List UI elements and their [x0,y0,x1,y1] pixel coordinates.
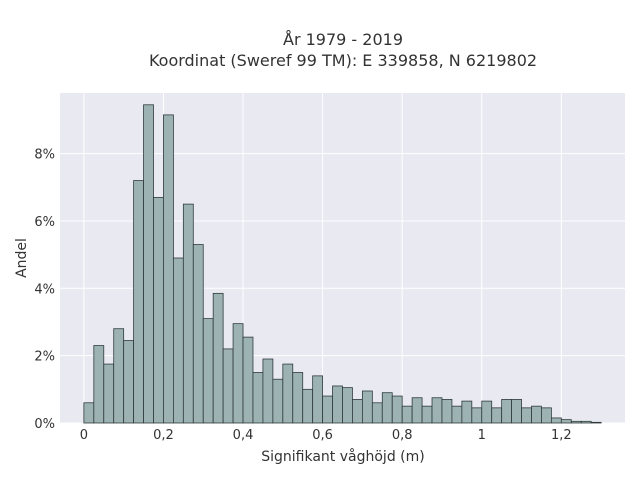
histogram-bar [481,400,493,424]
histogram-bar [202,318,214,424]
histogram-bars [83,104,602,424]
histogram-bar [441,399,453,424]
chart-title: År 1979 - 2019 [283,30,403,49]
histogram-bar [93,345,105,424]
histogram-bar [103,363,115,424]
histogram-bar [83,402,95,424]
x-tick-label: 1,2 [551,428,572,443]
histogram-bar [143,104,154,424]
histogram-bar [371,402,383,424]
histogram-bar [471,407,483,424]
histogram-bar [212,292,224,424]
histogram-bar [361,390,373,424]
histogram-bar [521,407,532,424]
histogram-bar [560,419,572,424]
y-tick-label: 4% [34,282,55,297]
histogram-bar [182,203,194,424]
histogram-bar [123,340,135,424]
y-axis-ticks: 0% 2% 4% 6% 8% [34,148,55,432]
histogram-bar [391,395,403,424]
histogram-bar [531,405,542,424]
histogram-bar [242,336,254,424]
y-tick-label: 2% [34,350,55,365]
y-axis-label: Andel [14,238,30,278]
histogram-bar [163,114,174,424]
histogram-bar [252,372,264,424]
y-tick-label: 6% [34,215,55,230]
histogram-bar [401,405,413,424]
histogram-bar [352,399,363,424]
histogram-bar [342,387,353,424]
y-tick-label: 0% [34,417,55,432]
histogram-bar [133,180,144,424]
histogram-bar [192,244,204,424]
histogram-bar [222,348,234,424]
histogram-bar [113,328,125,424]
histogram-bar [501,399,513,424]
x-tick-label: 0,8 [392,428,413,443]
histogram-bar [153,196,164,424]
histogram-bar [461,400,473,424]
histogram-bar [491,407,503,424]
histogram-bar [381,392,393,424]
histogram-bar [302,388,314,424]
histogram-bar [541,407,552,424]
histogram-bar [590,421,602,424]
histogram-bar [550,417,562,424]
histogram-bar [411,397,423,424]
x-axis-label: Signifikant våghöjd (m) [261,448,424,465]
histogram-bar [172,257,184,424]
histogram-bar [511,399,522,424]
x-tick-label: 0,2 [153,428,174,443]
histogram-bar [282,363,294,424]
histogram-bar [580,420,592,424]
histogram-bar [570,420,582,424]
x-axis-ticks: 0 0,2 0,4 0,6 0,8 1 1,2 [80,428,572,443]
x-tick-label: 0,4 [233,428,254,443]
histogram-bar [431,397,443,424]
histogram-bar [421,405,433,424]
chart-subtitle: Koordinat (Sweref 99 TM): E 339858, N 62… [149,51,537,70]
histogram-bar [272,378,284,424]
histogram-bar [332,385,343,424]
histogram-bar [451,405,463,424]
histogram-bar [322,395,333,424]
y-tick-label: 8% [34,148,55,163]
histogram-bar [312,375,324,424]
x-tick-label: 1 [478,428,486,443]
x-tick-label: 0,6 [312,428,333,443]
histogram-bar [232,323,244,424]
histogram-bar [262,358,274,424]
x-tick-label: 0 [80,428,88,443]
histogram-bar [292,372,304,424]
